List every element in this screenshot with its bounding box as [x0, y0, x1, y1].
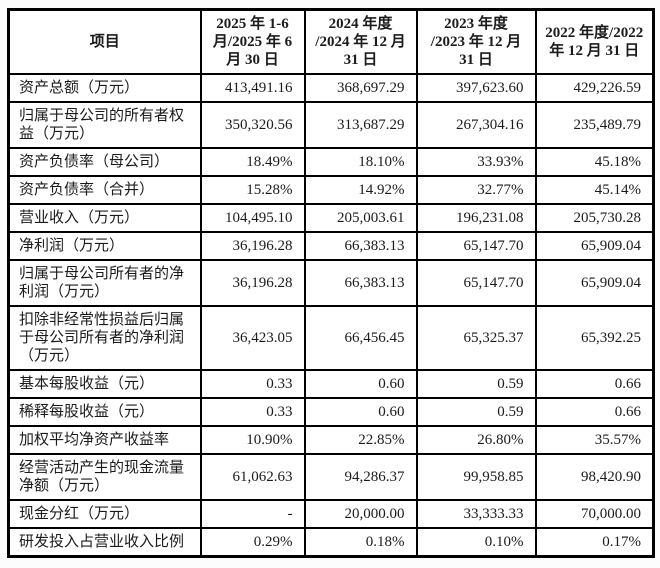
cell-value: 205,730.28 — [534, 203, 655, 233]
cell-value: 26.80% — [415, 425, 537, 455]
row-label: 研发投入占营业收入比例 — [7, 527, 202, 558]
cell-value: 98,420.90 — [534, 453, 655, 501]
cell-value: 45.14% — [534, 175, 655, 205]
row-label: 加权平均净资产收益率 — [7, 425, 202, 455]
cell-value: 350,320.56 — [199, 101, 306, 149]
cell-value: 65,325.37 — [415, 305, 537, 371]
cell-value: 14.92% — [303, 175, 418, 205]
header-item: 项目 — [7, 8, 202, 75]
table-row: 资产总额（万元） 413,491.16 368,697.29 397,623.6… — [7, 73, 655, 103]
cell-value: 0.66 — [534, 397, 655, 427]
cell-value: 94,286.37 — [303, 453, 418, 501]
cell-value: 32.77% — [415, 175, 537, 205]
cell-value: 0.60 — [303, 397, 418, 427]
cell-value: 65,147.70 — [415, 259, 537, 307]
cell-value: 65,147.70 — [415, 231, 537, 261]
cell-value: 313,687.29 — [303, 101, 418, 149]
table-row: 营业收入（万元） 104,495.10 205,003.61 196,231.0… — [7, 203, 655, 233]
cell-value: 66,456.45 — [303, 305, 418, 371]
cell-value: 0.10% — [415, 527, 537, 558]
cell-value: 18.49% — [199, 147, 306, 177]
cell-value: 0.59 — [415, 397, 537, 427]
cell-value: 65,909.04 — [534, 231, 655, 261]
cell-value: 0.33 — [199, 397, 306, 427]
header-row: 项目 2025 年 1-6 月/2025 年 6 月 30 日 2024 年度 … — [7, 8, 655, 75]
cell-value: 0.60 — [303, 369, 418, 399]
cell-value: 33,333.33 — [415, 499, 537, 529]
row-label: 归属于母公司的所有者权益（万元） — [7, 101, 202, 149]
row-label: 资产总额（万元） — [7, 73, 202, 103]
row-label: 资产负债率（合并） — [7, 175, 202, 205]
table-row: 资产负债率（母公司） 18.49% 18.10% 33.93% 45.18% — [7, 147, 655, 177]
cell-value: 18.10% — [303, 147, 418, 177]
row-label: 稀释每股收益（元） — [7, 397, 202, 427]
table-row: 净利润（万元） 36,196.28 66,383.13 65,147.70 65… — [7, 231, 655, 261]
row-label: 基本每股收益（元） — [7, 369, 202, 399]
table-row: 研发投入占营业收入比例 0.29% 0.18% 0.10% 0.17% — [7, 527, 655, 558]
cell-value: 429,226.59 — [534, 73, 655, 103]
cell-value: 397,623.60 — [415, 73, 537, 103]
cell-value: 45.18% — [534, 147, 655, 177]
cell-value: 99,958.85 — [415, 453, 537, 501]
row-label: 扣除非经常性损益后归属于母公司所有者的净利润（万元） — [7, 305, 202, 371]
table-row: 现金分红（万元） - 20,000.00 33,333.33 70,000.00 — [7, 499, 655, 529]
cell-value: 0.33 — [199, 369, 306, 399]
header-period-2023: 2023 年度 /2023 年 12 月 31 日 — [415, 8, 537, 75]
cell-value: 0.59 — [415, 369, 537, 399]
cell-value: 35.57% — [534, 425, 655, 455]
cell-value: 104,495.10 — [199, 203, 306, 233]
table-row: 资产负债率（合并） 15.28% 14.92% 32.77% 45.14% — [7, 175, 655, 205]
table-row: 归属于母公司所有者的净利润（万元） 36,196.28 66,383.13 65… — [7, 259, 655, 307]
row-label: 经营活动产生的现金流量净额（万元） — [7, 453, 202, 501]
table-row: 加权平均净资产收益率 10.90% 22.85% 26.80% 35.57% — [7, 425, 655, 455]
cell-value: - — [199, 499, 306, 529]
cell-value: 20,000.00 — [303, 499, 418, 529]
cell-value: 70,000.00 — [534, 499, 655, 529]
row-label: 营业收入（万元） — [7, 203, 202, 233]
cell-value: 10.90% — [199, 425, 306, 455]
cell-value: 413,491.16 — [199, 73, 306, 103]
cell-value: 267,304.16 — [415, 101, 537, 149]
financial-summary-table: 项目 2025 年 1-6 月/2025 年 6 月 30 日 2024 年度 … — [7, 8, 655, 558]
table-row: 稀释每股收益（元） 0.33 0.60 0.59 0.66 — [7, 397, 655, 427]
header-period-2024: 2024 年度 /2024 年 12 月 31 日 — [303, 8, 418, 75]
cell-value: 36,196.28 — [199, 231, 306, 261]
cell-value: 66,383.13 — [303, 231, 418, 261]
header-period-2025: 2025 年 1-6 月/2025 年 6 月 30 日 — [199, 8, 306, 75]
cell-value: 66,383.13 — [303, 259, 418, 307]
cell-value: 235,489.79 — [534, 101, 655, 149]
table-row: 经营活动产生的现金流量净额（万元） 61,062.63 94,286.37 99… — [7, 453, 655, 501]
cell-value: 0.18% — [303, 527, 418, 558]
cell-value: 65,909.04 — [534, 259, 655, 307]
cell-value: 368,697.29 — [303, 73, 418, 103]
cell-value: 0.66 — [534, 369, 655, 399]
cell-value: 36,423.05 — [199, 305, 306, 371]
table-row: 归属于母公司的所有者权益（万元） 350,320.56 313,687.29 2… — [7, 101, 655, 149]
cell-value: 65,392.25 — [534, 305, 655, 371]
cell-value: 15.28% — [199, 175, 306, 205]
row-label: 现金分红（万元） — [7, 499, 202, 529]
row-label: 归属于母公司所有者的净利润（万元） — [7, 259, 202, 307]
cell-value: 61,062.63 — [199, 453, 306, 501]
cell-value: 205,003.61 — [303, 203, 418, 233]
cell-value: 36,196.28 — [199, 259, 306, 307]
cell-value: 0.17% — [534, 527, 655, 558]
cell-value: 0.29% — [199, 527, 306, 558]
row-label: 资产负债率（母公司） — [7, 147, 202, 177]
table-row: 扣除非经常性损益后归属于母公司所有者的净利润（万元） 36,423.05 66,… — [7, 305, 655, 371]
table-row: 基本每股收益（元） 0.33 0.60 0.59 0.66 — [7, 369, 655, 399]
cell-value: 33.93% — [415, 147, 537, 177]
cell-value: 196,231.08 — [415, 203, 537, 233]
row-label: 净利润（万元） — [7, 231, 202, 261]
cell-value: 22.85% — [303, 425, 418, 455]
header-period-2022: 2022 年度/2022 年 12 月 31 日 — [534, 8, 655, 75]
